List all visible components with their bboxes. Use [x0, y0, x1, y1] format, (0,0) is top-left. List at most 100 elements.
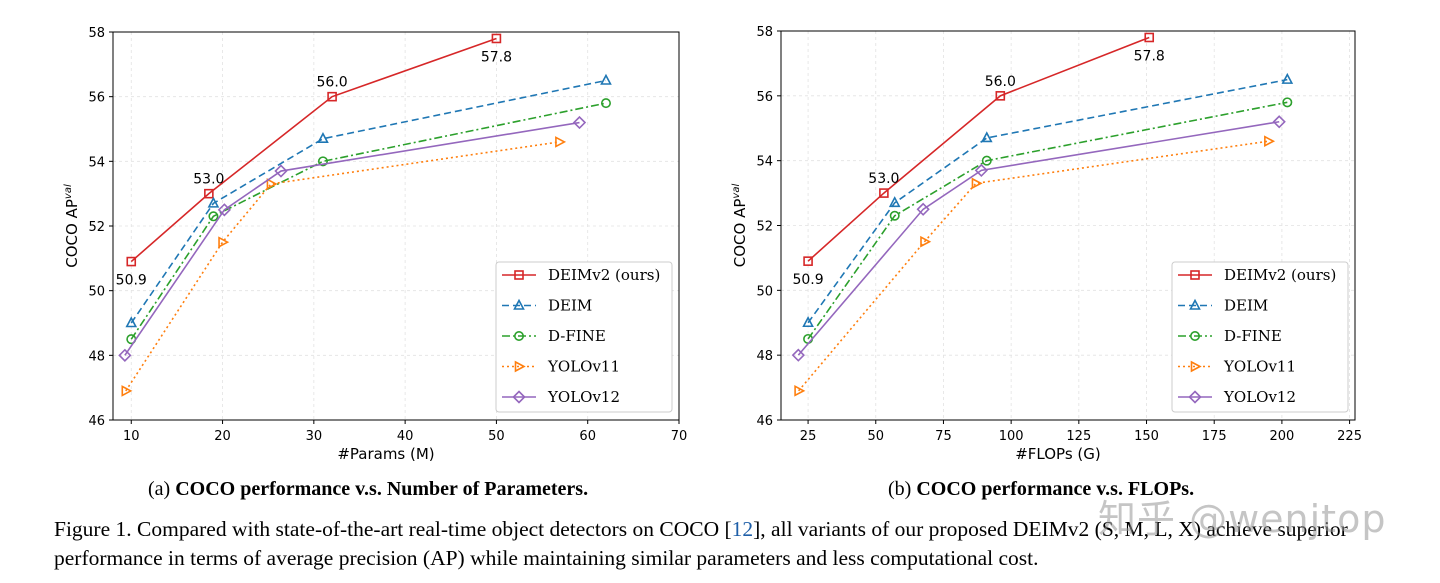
data-point	[879, 188, 889, 198]
legend-box	[1171, 261, 1349, 413]
x-tick-label: 60	[579, 429, 596, 444]
data-point	[491, 33, 502, 44]
data-point	[218, 236, 230, 248]
x-tick-label: 75	[935, 429, 952, 444]
legend-label: YOLOv11	[1223, 358, 1296, 376]
chart-params: 10 20 30 40 50 60 70 46 48 50 52 54 56 58 #Params (M) C…	[63, 26, 687, 463]
data-point	[600, 98, 611, 109]
x-tick-label: 150	[1134, 429, 1159, 444]
chart-flops: 25 50 75 100 125 150 175 200 225 46 48 50 52 54 56 58 #F…	[731, 25, 1362, 463]
series-line	[124, 121, 580, 356]
legend-marker	[512, 390, 526, 404]
y-tick-label: 50	[756, 284, 773, 299]
y-axis-label: COCO APval	[63, 184, 81, 268]
y-tick-label: 54	[756, 155, 773, 170]
y-tick-label: 56	[756, 90, 773, 105]
data-label: 50.9	[116, 273, 147, 289]
data-point	[1144, 32, 1155, 43]
figure-charts: 10 20 30 40 50 60 70 46 48 50 52 54 56 58 #Params (M) C…	[63, 25, 1362, 463]
legend-label: YOLOv12	[547, 388, 620, 406]
legend-label: DEIM	[548, 297, 592, 315]
x-tick-label: 20	[214, 429, 231, 444]
data-point	[204, 188, 214, 199]
legend-marker	[1190, 330, 1201, 341]
y-tick-label: 50	[88, 285, 105, 300]
subcaption-a-title: COCO performance v.s. Number of Paramete…	[175, 478, 589, 500]
data-point	[572, 115, 587, 130]
legend-label: YOLOv11	[547, 358, 620, 376]
data-point	[121, 385, 133, 397]
legend-label: D-FINE	[1224, 327, 1282, 345]
subcaption-a-prefix: (a)	[148, 478, 171, 500]
series-line	[797, 140, 1269, 392]
y-tick-label: 56	[88, 91, 105, 106]
data-point	[888, 196, 901, 208]
watermark: 知乎 @wenjtop	[1098, 497, 1387, 541]
legend-marker	[514, 360, 526, 373]
y-tick-label: 54	[88, 155, 105, 170]
figure-caption: Figure 1. Compared with state-of-the-art…	[54, 515, 1394, 573]
x-tick-label: 25	[800, 429, 817, 444]
subcaption-a: (a) COCO performance v.s. Number of Para…	[148, 478, 588, 501]
data-point	[125, 316, 138, 328]
data-point	[791, 348, 805, 362]
data-point	[803, 256, 813, 266]
caption-prefix: Figure 1. Compared with state-of-the-art…	[54, 517, 732, 541]
caption-reference-link[interactable]: 12	[731, 517, 754, 541]
x-tick-label: 125	[1066, 429, 1091, 444]
legend-label: DEIMv2 (ours)	[1224, 266, 1336, 284]
caption-suffix: ], all variants of our proposed DEIMv2 (…	[54, 517, 1348, 570]
data-point	[974, 163, 988, 178]
data-point	[1264, 135, 1276, 148]
data-label: 57.8	[481, 49, 512, 65]
data-point	[889, 210, 900, 221]
x-tick-label: 40	[397, 429, 414, 444]
data-point	[217, 203, 232, 217]
data-label: 57.8	[1134, 48, 1165, 64]
x-tick-label: 175	[1202, 429, 1227, 444]
data-point	[916, 202, 930, 216]
legend-marker	[513, 298, 525, 310]
x-tick-label: 70	[671, 429, 688, 444]
x-tick-label: 225	[1337, 429, 1362, 444]
legend-marker	[514, 270, 524, 280]
y-tick-label: 52	[756, 220, 773, 235]
legend-label: DEIM	[1224, 297, 1268, 315]
series-line	[797, 120, 1280, 356]
x-tick-label: 100	[999, 429, 1024, 444]
y-tick-label: 46	[756, 414, 773, 429]
x-axis-label: #FLOPs (G)	[1015, 445, 1101, 463]
y-tick-label: 46	[88, 414, 105, 429]
data-point	[555, 136, 567, 148]
legend-box	[495, 261, 673, 413]
subcaption-b: (b) COCO performance v.s. FLOPs.	[888, 478, 1194, 501]
y-tick-label: 58	[88, 26, 105, 41]
series-line	[807, 36, 1150, 262]
data-point	[980, 131, 993, 143]
legend-label: D-FINE	[548, 327, 606, 345]
x-tick-label: 50	[488, 429, 505, 444]
y-tick-label: 52	[88, 220, 105, 235]
data-point	[274, 164, 288, 178]
legend-marker	[1190, 270, 1200, 280]
data-point	[207, 196, 220, 208]
data-point	[1281, 72, 1294, 84]
data-point	[327, 91, 337, 102]
x-axis-label: #Params (M)	[337, 445, 434, 463]
legend-marker	[1189, 298, 1201, 310]
x-tick-label: 200	[1269, 429, 1294, 444]
series-line	[130, 37, 497, 263]
data-label: 53.0	[193, 172, 224, 188]
data-label: 56.0	[317, 75, 348, 91]
y-axis-label: COCO APval	[731, 184, 749, 268]
data-label: 53.0	[868, 171, 899, 187]
data-point	[971, 177, 983, 190]
data-point	[118, 348, 132, 362]
y-tick-label: 58	[756, 25, 773, 40]
data-point	[600, 73, 612, 85]
legend-label: YOLOv12	[1223, 388, 1296, 406]
data-point	[1282, 97, 1293, 108]
y-tick-label: 48	[88, 349, 105, 364]
legend-marker	[1188, 390, 1202, 404]
data-point	[317, 131, 329, 143]
